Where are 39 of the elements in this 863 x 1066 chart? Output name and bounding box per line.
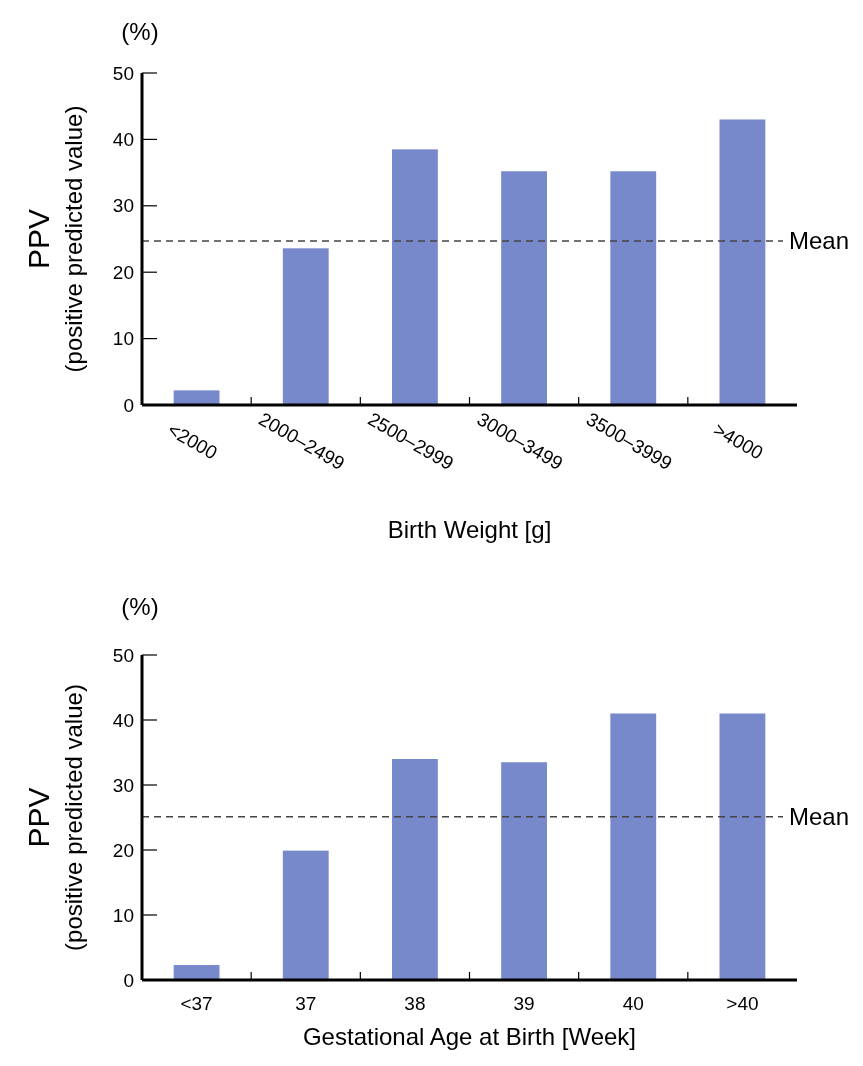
x-tick-label: 37: [295, 993, 317, 1014]
x-tick-label: <2000: [164, 418, 221, 464]
bar: [391, 759, 438, 980]
y-tick-label: 30: [112, 195, 134, 217]
text: (%): [121, 593, 159, 620]
bar: [282, 850, 329, 980]
x-tick-label: 38: [404, 993, 426, 1014]
y-tick-label: 0: [123, 969, 134, 991]
y-axis-title: PPV (positive predicted value): [21, 105, 88, 373]
text: (%): [121, 18, 159, 45]
y-tick-label: 20: [112, 839, 134, 861]
bar: [391, 149, 438, 405]
y-tick-label: 10: [112, 904, 134, 926]
bar: [610, 171, 657, 405]
bar: [610, 713, 657, 980]
y-tick-label: 40: [112, 709, 134, 731]
bar: [719, 119, 766, 405]
bar: [719, 713, 766, 980]
x-axis-title: Birth Weight [g]: [387, 516, 552, 543]
bar: [173, 390, 220, 405]
ref-line-label: Mean: [789, 803, 850, 831]
x-tick-label: <37: [180, 993, 213, 1014]
x-axis-title: Gestational Age at Birth [Week]: [302, 1023, 637, 1050]
y-axis-title: PPV (positive predicted value): [21, 684, 88, 951]
bar: [501, 171, 548, 405]
y-tick-label: 30: [112, 774, 134, 796]
y-tick-label: 50: [112, 62, 134, 84]
bar: [501, 762, 548, 980]
x-tick-label: 40: [622, 993, 644, 1014]
y-tick-label: 10: [112, 328, 134, 350]
bar: [282, 248, 329, 405]
x-tick-label: 39: [513, 993, 535, 1014]
y-tick-label: 50: [112, 644, 134, 666]
y-tick-label: 0: [123, 394, 134, 416]
ref-line-label: Mean: [789, 227, 850, 255]
y-tick-label: 20: [112, 261, 134, 283]
bar: [173, 965, 220, 980]
y-tick-label: 40: [112, 129, 134, 151]
x-tick-label: >40: [726, 993, 759, 1014]
